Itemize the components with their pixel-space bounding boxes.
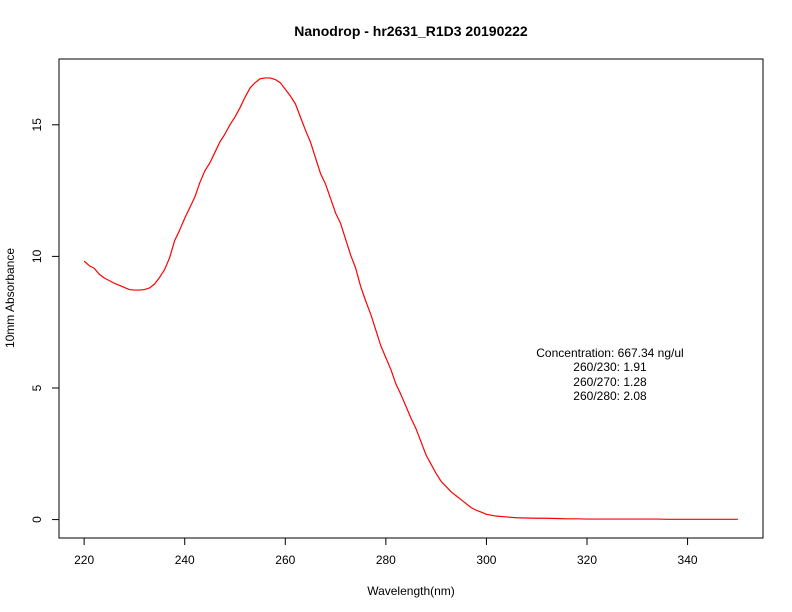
y-tick-label: 0 — [30, 516, 44, 523]
annotation-concentration: Concentration: 667.34 ng/ul — [536, 346, 683, 360]
series-layer — [83, 77, 738, 520]
x-tick-label: 220 — [74, 553, 94, 567]
x-tick-label: 300 — [476, 553, 496, 567]
annotation-block: Concentration: 667.34 ng/ul 260/230: 1.9… — [536, 346, 683, 403]
y-tick-label: 5 — [30, 384, 44, 391]
x-tick-label: 340 — [678, 553, 698, 567]
absorbance-series-line — [83, 77, 738, 520]
y-axis-label: 10mm Absorbance — [3, 248, 17, 348]
x-tick-label: 240 — [175, 553, 195, 567]
y-tick-label: 10 — [30, 249, 44, 263]
y-axis: 0 5 10 15 — [30, 118, 59, 523]
x-tick-label: 320 — [577, 553, 597, 567]
plot-frame — [58, 58, 764, 539]
annotation-260-270: 260/270: 1.28 — [573, 375, 647, 389]
x-axis: 220 240 260 280 300 320 340 — [74, 538, 698, 567]
annotation-260-280: 260/280: 2.08 — [573, 389, 647, 403]
y-tick-label: 15 — [30, 118, 44, 132]
x-axis-label: Wavelength(nm) — [367, 584, 455, 598]
x-tick-label: 260 — [275, 553, 295, 567]
chart-title: Nanodrop - hr2631_R1D3 20190222 — [294, 23, 528, 39]
x-tick-label: 280 — [376, 553, 396, 567]
annotation-260-230: 260/230: 1.91 — [573, 360, 647, 374]
